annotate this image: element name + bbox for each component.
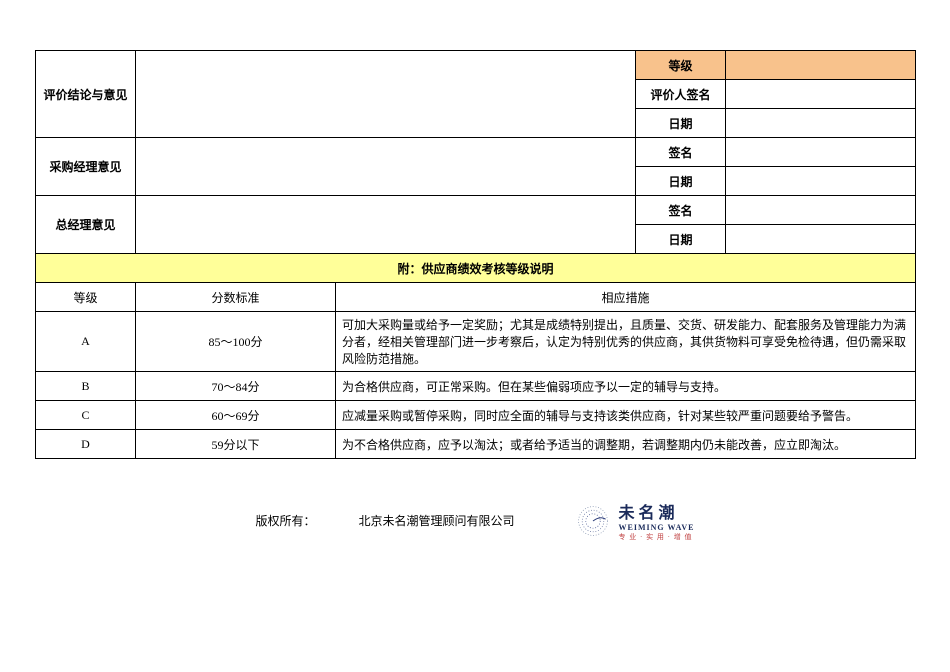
table-row: A 85～100分 可加大采购量或给予一定奖励；尤其是成绩特别提出，且质量、交货…	[36, 312, 916, 372]
gm-sign-label: 签名	[636, 196, 726, 225]
logo-text: 未名潮 WEIMING WAVE 专 业 · 实 用 · 增 值	[619, 499, 695, 542]
grade-label: 等级	[636, 51, 726, 80]
logo-block: 未名潮 WEIMING WAVE 专 业 · 实 用 · 增 值	[575, 499, 695, 542]
gm-body	[136, 196, 636, 254]
copyright-label: 版权所有：	[256, 514, 316, 528]
opinion-table: 评价结论与意见 等级 评价人签名 日期 采购经理意见 签名 日期 总经理意见	[35, 50, 916, 459]
company-name: 北京未名潮管理顾问有限公司	[359, 514, 515, 528]
grade-cell: A	[36, 312, 136, 372]
logo-cn: 未名潮	[619, 499, 695, 523]
eval-conclusion-label: 评价结论与意见	[36, 51, 136, 138]
action-cell: 应减量采购或暂停采购，同时应全面的辅导与支持该类供应商，针对某些较严重问题要给予…	[336, 401, 916, 430]
score-cell: 60～69分	[136, 401, 336, 430]
evaluator-sign-label: 评价人签名	[636, 80, 726, 109]
eval-date-label: 日期	[636, 109, 726, 138]
action-cell: 可加大采购量或给予一定奖励；尤其是成绩特别提出，且质量、交货、研发能力、配套服务…	[336, 312, 916, 372]
score-cell: 70～84分	[136, 372, 336, 401]
eval-conclusion-body	[136, 51, 636, 138]
action-cell: 为不合格供应商，应予以淘汰；或者给予适当的调整期，若调整期内仍未能改善，应立即淘…	[336, 430, 916, 459]
grade-value	[726, 51, 916, 80]
gm-sign-value	[726, 196, 916, 225]
score-cell: 59分以下	[136, 430, 336, 459]
grade-cell: C	[36, 401, 136, 430]
purchase-sign-label: 签名	[636, 138, 726, 167]
page: 评价结论与意见 等级 评价人签名 日期 采购经理意见 签名 日期 总经理意见	[0, 0, 950, 672]
action-cell: 为合格供应商，可正常采购。但在某些偏弱项应予以一定的辅导与支持。	[336, 372, 916, 401]
table-row: D 59分以下 为不合格供应商，应予以淘汰；或者给予适当的调整期，若调整期内仍未…	[36, 430, 916, 459]
appendix-col-score: 分数标准	[136, 283, 336, 312]
purchase-mgr-body	[136, 138, 636, 196]
copyright-block: 版权所有： 北京未名潮管理顾问有限公司	[256, 512, 515, 529]
logo-tag: 专 业 · 实 用 · 增 值	[619, 532, 695, 542]
purchase-date-label: 日期	[636, 167, 726, 196]
grade-cell: B	[36, 372, 136, 401]
footer: 版权所有： 北京未名潮管理顾问有限公司 未名潮 WEIMING WAVE 专 业…	[35, 499, 915, 542]
logo-en: WEIMING WAVE	[619, 523, 695, 532]
table-row: C 60～69分 应减量采购或暂停采购，同时应全面的辅导与支持该类供应商，针对某…	[36, 401, 916, 430]
purchase-mgr-label: 采购经理意见	[36, 138, 136, 196]
purchase-sign-value	[726, 138, 916, 167]
score-cell: 85～100分	[136, 312, 336, 372]
gm-date-label: 日期	[636, 225, 726, 254]
appendix-title: 附：供应商绩效考核等级说明	[36, 254, 916, 283]
purchase-date-value	[726, 167, 916, 196]
grade-cell: D	[36, 430, 136, 459]
eval-date-value	[726, 109, 916, 138]
appendix-col-action: 相应措施	[336, 283, 916, 312]
table-row: B 70～84分 为合格供应商，可正常采购。但在某些偏弱项应予以一定的辅导与支持…	[36, 372, 916, 401]
gm-label: 总经理意见	[36, 196, 136, 254]
gm-date-value	[726, 225, 916, 254]
wave-logo-icon	[575, 503, 611, 539]
evaluator-sign-value	[726, 80, 916, 109]
appendix-col-grade: 等级	[36, 283, 136, 312]
